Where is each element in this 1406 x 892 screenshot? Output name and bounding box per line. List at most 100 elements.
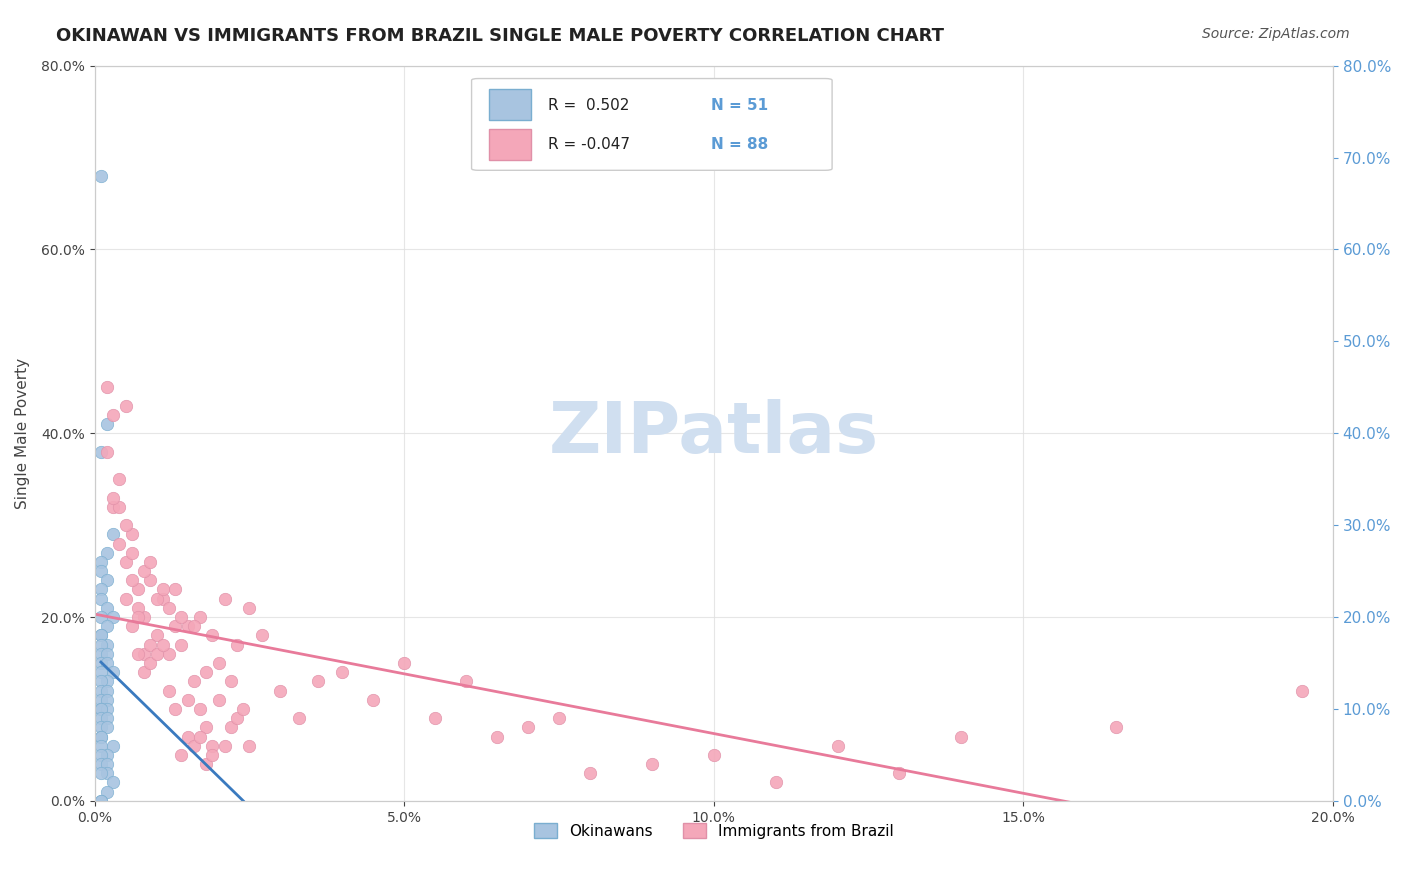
Point xyxy=(139,574,162,588)
Point xyxy=(96,757,118,772)
Point xyxy=(90,555,112,569)
Point xyxy=(127,600,149,615)
Point xyxy=(579,766,602,780)
Point xyxy=(96,546,118,560)
Point xyxy=(201,628,224,642)
Text: OKINAWAN VS IMMIGRANTS FROM BRAZIL SINGLE MALE POVERTY CORRELATION CHART: OKINAWAN VS IMMIGRANTS FROM BRAZIL SINGL… xyxy=(56,27,945,45)
Point xyxy=(96,656,118,670)
Point xyxy=(96,417,118,431)
Point xyxy=(486,730,509,744)
Point xyxy=(103,408,125,422)
Point xyxy=(96,638,118,652)
Point xyxy=(96,720,118,734)
Point xyxy=(90,693,112,707)
Point xyxy=(114,518,136,533)
Point xyxy=(96,766,118,780)
Point xyxy=(96,647,118,661)
Point xyxy=(90,628,112,642)
Point xyxy=(90,730,112,744)
Point xyxy=(139,555,162,569)
Point xyxy=(90,757,112,772)
Point xyxy=(114,399,136,413)
Point xyxy=(288,711,311,725)
Point xyxy=(152,591,174,606)
Point xyxy=(103,527,125,541)
Point xyxy=(176,619,198,633)
Point xyxy=(96,574,118,588)
Point xyxy=(183,619,205,633)
Point xyxy=(183,739,205,753)
Point xyxy=(1291,683,1313,698)
Point xyxy=(195,757,218,772)
Point xyxy=(330,665,353,680)
Point xyxy=(134,647,156,661)
Point xyxy=(517,720,540,734)
Point xyxy=(765,775,787,789)
Point xyxy=(90,702,112,716)
Point xyxy=(195,665,218,680)
Point xyxy=(250,628,273,642)
Point xyxy=(1105,720,1128,734)
Point xyxy=(188,610,211,624)
Point xyxy=(103,739,125,753)
Point xyxy=(90,794,112,808)
Point xyxy=(103,491,125,505)
Point xyxy=(232,702,254,716)
Point xyxy=(134,610,156,624)
Point xyxy=(108,536,131,550)
Point xyxy=(950,730,973,744)
Point xyxy=(207,693,229,707)
Point xyxy=(90,674,112,689)
Point xyxy=(145,647,167,661)
Point xyxy=(226,638,249,652)
Point xyxy=(96,785,118,799)
Point xyxy=(90,747,112,762)
Y-axis label: Single Male Poverty: Single Male Poverty xyxy=(15,358,30,508)
Point xyxy=(827,739,849,753)
Point xyxy=(425,711,447,725)
Point xyxy=(134,564,156,578)
Point xyxy=(238,600,260,615)
Point xyxy=(90,683,112,698)
Point xyxy=(188,730,211,744)
Point xyxy=(96,683,118,698)
Point xyxy=(170,638,193,652)
Point xyxy=(165,619,187,633)
Point xyxy=(90,564,112,578)
Point xyxy=(195,720,218,734)
Point xyxy=(152,638,174,652)
Point xyxy=(108,500,131,514)
Point xyxy=(214,739,236,753)
Point xyxy=(703,747,725,762)
Point xyxy=(90,711,112,725)
Point xyxy=(307,674,329,689)
Point xyxy=(394,656,416,670)
Point xyxy=(90,739,112,753)
Point xyxy=(157,683,180,698)
Point xyxy=(90,582,112,597)
Point xyxy=(456,674,478,689)
Point xyxy=(889,766,911,780)
Point xyxy=(207,656,229,670)
Point xyxy=(90,638,112,652)
Point xyxy=(165,702,187,716)
Point xyxy=(145,628,167,642)
Point xyxy=(90,730,112,744)
Point xyxy=(90,766,112,780)
Point xyxy=(127,610,149,624)
Point xyxy=(103,610,125,624)
Point xyxy=(219,674,242,689)
Point xyxy=(165,582,187,597)
Point xyxy=(188,702,211,716)
Point xyxy=(121,619,143,633)
Point xyxy=(96,674,118,689)
Point xyxy=(96,619,118,633)
Point xyxy=(269,683,291,698)
Legend: Okinawans, Immigrants from Brazil: Okinawans, Immigrants from Brazil xyxy=(527,816,900,845)
Text: Source: ZipAtlas.com: Source: ZipAtlas.com xyxy=(1202,27,1350,41)
Point xyxy=(127,582,149,597)
Point xyxy=(121,546,143,560)
Point xyxy=(90,794,112,808)
Point xyxy=(114,555,136,569)
Point xyxy=(361,693,384,707)
